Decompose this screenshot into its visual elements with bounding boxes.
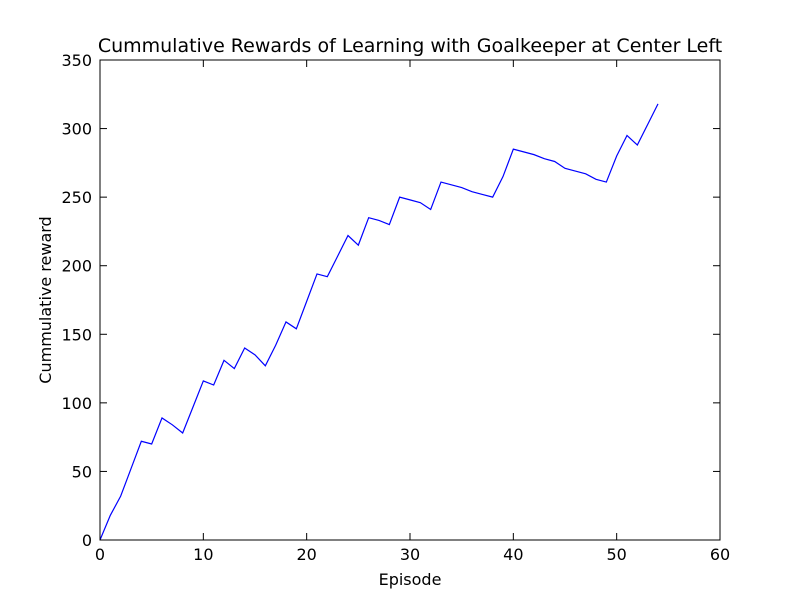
- y-tick-label: 350: [61, 51, 92, 70]
- x-tick-label: 10: [193, 545, 213, 564]
- x-tick-label: 30: [400, 545, 420, 564]
- axis-ticks: [99, 59, 721, 541]
- y-tick-label: 150: [61, 325, 92, 344]
- series-line: [99, 103, 659, 541]
- y-tick-label: 100: [61, 394, 92, 413]
- y-tick-label: 300: [61, 120, 92, 139]
- x-tick-label: 60: [710, 545, 730, 564]
- y-tick-label: 0: [82, 531, 92, 550]
- y-tick-label: 200: [61, 257, 92, 276]
- data-layer: [99, 103, 659, 541]
- y-tick-label: 250: [61, 188, 92, 207]
- chart-title: Cummulative Rewards of Learning with Goa…: [98, 35, 722, 57]
- y-tick-label: 50: [72, 462, 92, 481]
- x-tick-label: 20: [296, 545, 316, 564]
- axis-tick-labels: 0 10 20 30 40 50 60 0 50 100 150 200 250 300 350: [61, 51, 730, 564]
- x-tick-label: 50: [606, 545, 626, 564]
- x-axis-label: Episode: [379, 570, 442, 589]
- x-tick-label: 0: [95, 545, 105, 564]
- y-axis-label: Cummulative reward: [36, 216, 55, 383]
- x-tick-label: 40: [503, 545, 523, 564]
